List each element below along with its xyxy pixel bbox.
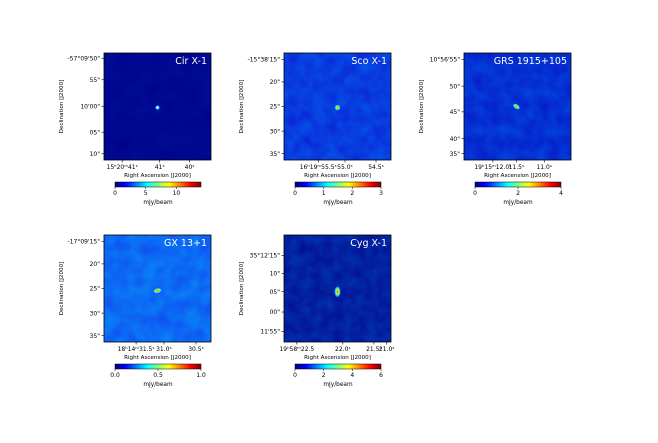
- cir-x-1-ytick-label: 10'00": [80, 104, 100, 111]
- gx-13-1-ytick-label: 35": [90, 333, 101, 340]
- panel-4: GX 13+1 -17°09'15" 20" 25" 30" 35" 18ʰ14ᵐ31.5ˢ…: [59, 234, 212, 388]
- cir-x-1-colorbar-tick-label: 10: [173, 190, 181, 197]
- sco-x-1-colorbar-tick-label: 0: [293, 190, 297, 197]
- sco-x-1-colorbar-tick-label: 3: [379, 190, 383, 197]
- cir-x-1-xtick-label: 41ˢ: [155, 164, 165, 171]
- panel-2: Sco X-1 -15°38'15" 20" 25" 30" 35" 16ʰ19ᵐ55.5ˢ…: [239, 52, 392, 206]
- cyg-x-1-colorbar-label: mJy/beam: [323, 382, 353, 388]
- cyg-x-1-colorbar-tick-label: 0: [293, 372, 297, 379]
- grs-1915-105-xtick-label: 11.0ˢ: [536, 164, 552, 171]
- grs-1915-105-colorbar-tick-label: 0: [473, 190, 477, 197]
- sco-x-1-colorbar-tick-label: 1: [322, 190, 326, 197]
- gx-13-1-xtick-label: 18ʰ14ᵐ31.5ˢ: [118, 346, 155, 353]
- sco-x-1-xtick-label: 55.0ˢ: [337, 164, 353, 171]
- cir-x-1-colorbar-label: mJy/beam: [143, 200, 173, 206]
- panels: Cir X-1 -57°09'50" 55" 10'00" 05" 10" 15ʰ20ᵐ41…: [59, 52, 572, 388]
- cyg-x-1-ytick-label: 10": [270, 271, 281, 278]
- sco-x-1-ytick-label: -15°38'15": [248, 57, 281, 64]
- cyg-x-1-colorbar-tick-label: 4: [350, 372, 354, 379]
- gx-13-1-ytick-label: 20": [90, 261, 101, 268]
- cyg-x-1-ytick-label: 11'55": [260, 329, 280, 336]
- grs-1915-105-colorbar-label: mJy/beam: [503, 200, 533, 206]
- cir-x-1-xtick-label: 40ˢ: [185, 164, 195, 171]
- sco-x-1-ytick-label: 35": [270, 151, 281, 158]
- gx-13-1-xtick-label: 30.5ˢ: [188, 346, 204, 353]
- cyg-x-1-xtick-label: 22.0ˢ: [335, 346, 351, 353]
- cyg-x-1-title: Cyg X-1: [350, 238, 387, 249]
- sco-x-1-colorbar-label: mJy/beam: [323, 200, 353, 206]
- cyg-x-1-source-peak: [334, 285, 341, 298]
- cir-x-1-ylabel: Declination [J2000]: [59, 80, 65, 134]
- gx-13-1-colorbar: [114, 363, 202, 370]
- cyg-x-1-colorbar-tick-label: 6: [379, 372, 383, 379]
- gx-13-1-colorbar-tick-label: 1.0: [196, 372, 206, 379]
- cyg-x-1-colorbar: [294, 363, 382, 370]
- sco-x-1-source-peak: [334, 104, 341, 111]
- gx-13-1-ytick-label: 30": [90, 310, 101, 317]
- gx-13-1-ytick-label: -17°09'15": [68, 239, 101, 246]
- sco-x-1-ylabel: Declination [J2000]: [239, 80, 245, 134]
- cyg-x-1-xtick-label: 19ʰ58ᵐ22.5: [279, 346, 314, 353]
- sco-x-1-xtick-label: 54.5ˢ: [368, 164, 384, 171]
- panel-5: Cyg X-1 35°12'15" 10" 05" 00" 11'55" 19ʰ58ᵐ22.…: [239, 234, 395, 388]
- cir-x-1-ytick-label: 55": [90, 77, 101, 84]
- cyg-x-1-colorbar-tick-label: 2: [322, 372, 326, 379]
- cyg-x-1-ylabel: Declination [J2000]: [239, 262, 245, 316]
- grs-1915-105-colorbar-tick-label: 2: [516, 190, 520, 197]
- panel-1: Cir X-1 -57°09'50" 55" 10'00" 05" 10" 15ʰ20ᵐ41…: [59, 52, 212, 206]
- cir-x-1-source-peak: [154, 104, 161, 111]
- gx-13-1-xlabel: Right Ascension [J2000]: [124, 355, 191, 361]
- cir-x-1-ytick-label: -57°09'50": [68, 56, 101, 63]
- sco-x-1-ytick-label: 20": [270, 79, 281, 86]
- grs-1915-105-ylabel: Declination [J2000]: [419, 80, 425, 134]
- grs-1915-105-ytick-label: 10°56'55": [430, 57, 461, 64]
- cir-x-1-colorbar: [114, 181, 202, 188]
- sco-x-1-colorbar: [294, 181, 382, 188]
- panel-3: GRS 1915+105 10°56'55" 50" 45" 40" 35" 19ʰ15ᵐ1…: [419, 52, 572, 206]
- gx-13-1-source-peak: [152, 287, 163, 294]
- grs-1915-105-colorbar: [474, 181, 562, 188]
- cyg-x-1-ytick-label: 35°12'15": [250, 253, 281, 260]
- gx-13-1-title: GX 13+1: [164, 238, 207, 249]
- sco-x-1-ytick-label: 25": [270, 104, 281, 111]
- sco-x-1-xlabel: Right Ascension [J2000]: [304, 173, 371, 179]
- sco-x-1-ytick-label: 30": [270, 128, 281, 135]
- grs-1915-105-colorbar-tick-label: 4: [559, 190, 563, 197]
- gx-13-1-xtick-label: 31.0ˢ: [156, 346, 172, 353]
- gx-13-1-colorbar-label: mJy/beam: [143, 382, 173, 388]
- cir-x-1-colorbar-tick-label: 0: [113, 190, 117, 197]
- grs-1915-105-xlabel: Right Ascension [J2000]: [484, 173, 551, 179]
- cir-x-1-ytick-label: 10": [90, 151, 101, 158]
- grs-1915-105-title: GRS 1915+105: [494, 56, 567, 67]
- cir-x-1-xlabel: Right Ascension [J2000]: [124, 173, 191, 179]
- cir-x-1-ytick-label: 05": [90, 129, 101, 136]
- gx-13-1-colorbar-tick-label: 0.5: [153, 372, 163, 379]
- grs-1915-105-ytick-label: 45": [450, 109, 461, 116]
- sco-x-1-colorbar-tick-label: 2: [350, 190, 354, 197]
- grs-1915-105-xtick-label: 19ʰ15ᵐ12.0ˢ: [474, 164, 511, 171]
- grs-1915-105-ytick-label: 50": [450, 83, 461, 90]
- cir-x-1-xtick-label: 15ʰ20ᵐ41ˢ: [107, 164, 138, 171]
- grs-1915-105-source-peak: [512, 103, 521, 110]
- grs-1915-105-frame: [463, 52, 572, 161]
- gx-13-1-ytick-label: 25": [90, 286, 101, 293]
- gx-13-1-colorbar-tick-label: 0.0: [110, 372, 120, 379]
- grs-1915-105-ytick-label: 35": [450, 151, 461, 158]
- grs-1915-105-ytick-label: 40": [450, 136, 461, 143]
- grs-1915-105-xtick-label: 11.5ˢ: [509, 164, 525, 171]
- cyg-x-1-frame: [283, 234, 392, 343]
- cyg-x-1-xtick-label: 21.0ˢ: [379, 346, 395, 353]
- sco-x-1-xtick-label: 16ʰ19ᵐ55.5ˢ: [300, 164, 337, 171]
- cyg-x-1-ytick-label: 00": [270, 309, 281, 316]
- sco-x-1-title: Sco X-1: [351, 56, 387, 67]
- cir-x-1-title: Cir X-1: [175, 56, 207, 67]
- gx-13-1-ylabel: Declination [J2000]: [59, 262, 65, 316]
- cyg-x-1-ytick-label: 05": [270, 289, 281, 296]
- cyg-x-1-xlabel: Right Ascension [J2000]: [304, 355, 371, 361]
- cir-x-1-colorbar-tick-label: 5: [144, 190, 148, 197]
- cyg-x-1-xtick-label: 21.5ˢ: [366, 346, 382, 353]
